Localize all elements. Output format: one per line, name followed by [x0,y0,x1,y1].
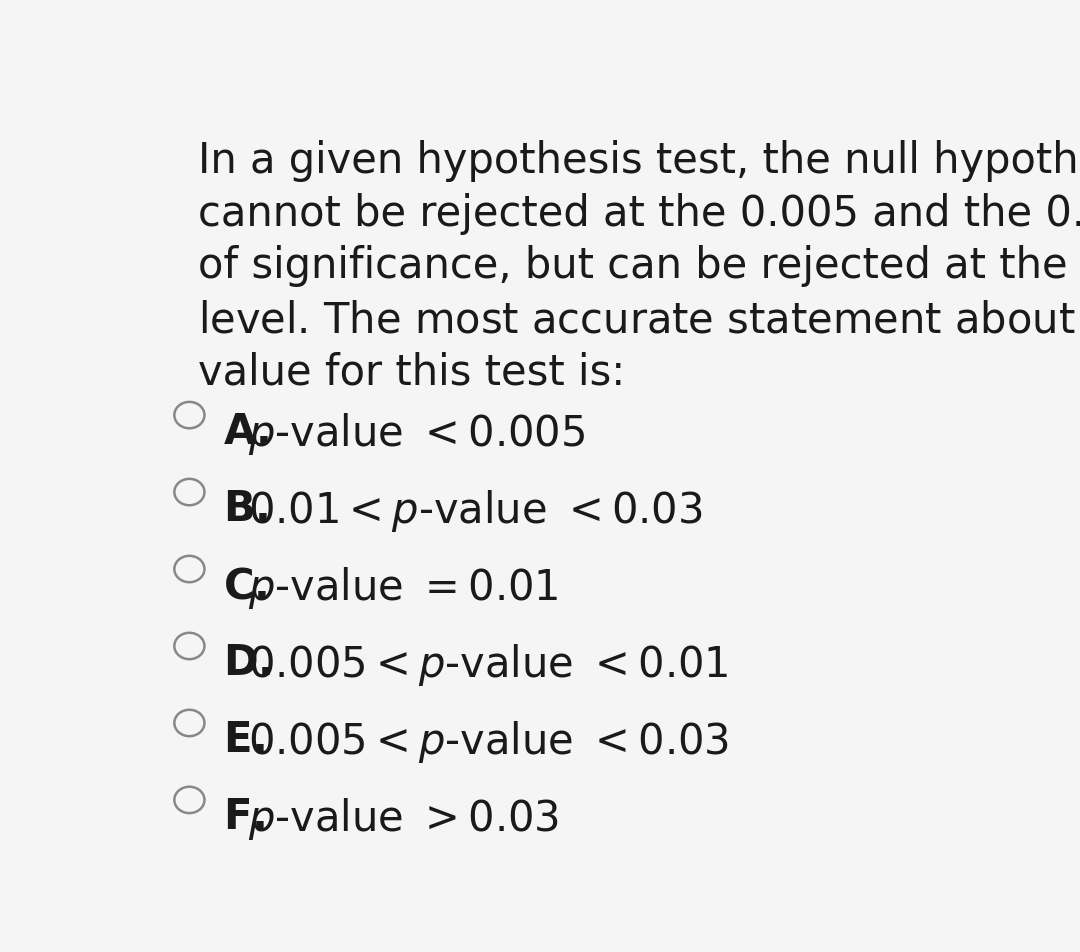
Text: $p$-value $> 0.03$: $p$-value $> 0.03$ [248,796,559,842]
Text: $\mathbf{F.}$: $\mathbf{F.}$ [222,796,265,838]
Text: $p$-value $= 0.01$: $p$-value $= 0.01$ [248,565,558,611]
Text: $\mathbf{B.}$: $\mathbf{B.}$ [222,488,268,530]
Text: In a given hypothesis test, the null hypothesis: In a given hypothesis test, the null hyp… [198,140,1080,182]
Text: $0.005 < p$-value $< 0.01$: $0.005 < p$-value $< 0.01$ [248,642,729,688]
Text: $0.005 < p$-value $< 0.03$: $0.005 < p$-value $< 0.03$ [248,719,729,765]
Text: of significance, but can be rejected at the 0.03: of significance, but can be rejected at … [198,246,1080,288]
Text: $\mathbf{A.}$: $\mathbf{A.}$ [222,411,269,453]
Text: $p$-value $< 0.005$: $p$-value $< 0.005$ [248,411,585,457]
Text: value for this test is:: value for this test is: [198,351,625,393]
Text: cannot be rejected at the 0.005 and the 0.01 level: cannot be rejected at the 0.005 and the … [198,192,1080,235]
Text: level. The most accurate statement about the $p-$: level. The most accurate statement about… [198,298,1080,345]
Text: $\mathbf{D.}$: $\mathbf{D.}$ [222,642,271,684]
Text: $0.01 < p$-value $< 0.03$: $0.01 < p$-value $< 0.03$ [248,488,703,534]
Text: $\mathbf{C.}$: $\mathbf{C.}$ [222,565,267,607]
Text: $\mathbf{E.}$: $\mathbf{E.}$ [222,719,265,761]
